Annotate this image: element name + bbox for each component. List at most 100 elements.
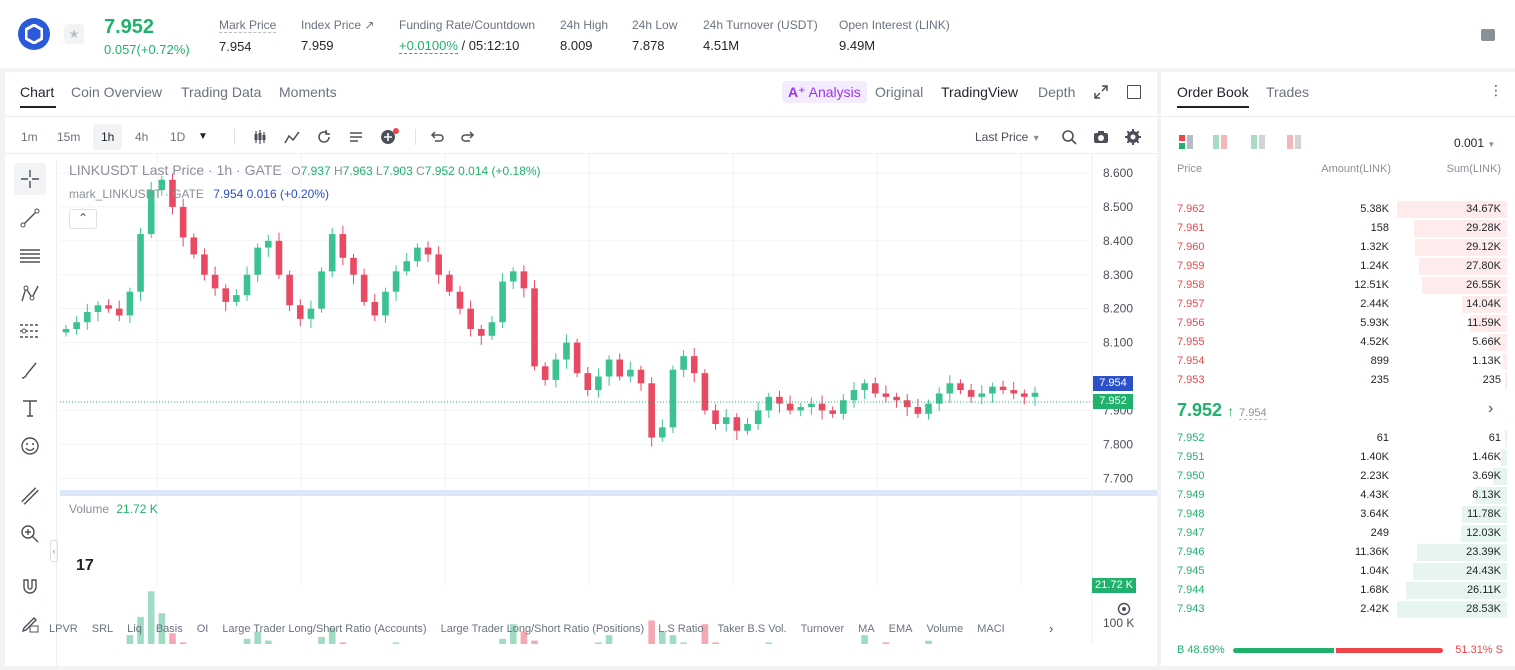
view-both-sides-icon[interactable]	[1179, 135, 1193, 149]
candle[interactable]	[126, 287, 134, 323]
candle[interactable]	[360, 268, 368, 306]
axis-settings-icon[interactable]	[1117, 602, 1131, 616]
candle[interactable]	[467, 300, 474, 337]
candle[interactable]	[903, 394, 911, 417]
candle[interactable]	[818, 395, 826, 420]
candle[interactable]	[861, 379, 868, 400]
candle[interactable]	[62, 324, 70, 337]
ask-row[interactable]: 7.959 1.24K 27.80K	[1161, 257, 1515, 276]
candle[interactable]	[456, 285, 464, 315]
bid-row[interactable]: 7.945 1.04K 24.43K	[1161, 562, 1515, 581]
candle[interactable]	[371, 293, 379, 322]
collapse-toolbar-chevron-left-icon[interactable]: ‹	[50, 540, 58, 562]
candle[interactable]	[595, 368, 602, 398]
candle[interactable]	[254, 243, 261, 283]
candle[interactable]	[307, 300, 315, 328]
candle[interactable]	[243, 266, 251, 301]
candle[interactable]	[925, 399, 932, 420]
candle[interactable]	[83, 303, 91, 330]
add-alert-icon[interactable]	[380, 128, 400, 146]
indicator-shortcut[interactable]: Turnover	[800, 623, 845, 635]
more-options-icon[interactable]: ⋮	[1489, 82, 1503, 98]
candle[interactable]	[531, 280, 538, 371]
precision-select[interactable]: 0.001 ▼	[1454, 136, 1495, 150]
ask-row[interactable]: 7.961 158 29.28K	[1161, 219, 1515, 238]
fibonacci-tool-icon[interactable]	[14, 316, 46, 348]
candle[interactable]	[446, 270, 453, 296]
candle[interactable]	[488, 316, 496, 340]
candle[interactable]	[520, 265, 528, 298]
candle[interactable]	[403, 253, 411, 276]
candle[interactable]	[201, 248, 208, 281]
bid-row[interactable]: 7.952 61 61	[1161, 429, 1515, 448]
expand-icon[interactable]	[1094, 85, 1108, 104]
replay-icon[interactable]	[316, 129, 332, 145]
horizontal-lines-tool-icon[interactable]	[14, 240, 46, 272]
indicator-shortcut[interactable]: LPVR	[49, 623, 78, 635]
candle[interactable]	[648, 377, 655, 447]
ask-row[interactable]: 7.953 235 235	[1161, 371, 1515, 390]
candle[interactable]	[605, 355, 613, 386]
candle[interactable]	[477, 324, 485, 345]
bid-row[interactable]: 7.951 1.40K 1.46K	[1161, 448, 1515, 467]
ask-row[interactable]: 7.957 2.44K 14.04K	[1161, 295, 1515, 314]
candle[interactable]	[776, 390, 783, 413]
candle[interactable]	[659, 419, 666, 442]
timeframe-15m[interactable]: 15m	[57, 130, 81, 144]
pattern-tool-icon[interactable]	[14, 278, 46, 310]
indicator-shortcut[interactable]: Basis	[155, 623, 183, 635]
view-bids-icon[interactable]	[1251, 135, 1265, 149]
candle[interactable]	[382, 287, 389, 323]
candle[interactable]	[137, 227, 144, 301]
magnet-icon[interactable]	[14, 570, 46, 602]
indicators-scroll-chevron-right-icon[interactable]: ›	[1049, 621, 1054, 636]
timeframe-dropdown-icon[interactable]: ▼	[198, 131, 208, 142]
funding-rate-value[interactable]: +0.0100%	[399, 38, 458, 54]
candle[interactable]	[722, 409, 730, 432]
candle[interactable]	[999, 380, 1007, 395]
layout-icon[interactable]	[1127, 85, 1141, 99]
ask-row[interactable]: 7.962 5.38K 34.67K	[1161, 200, 1515, 219]
mid-price[interactable]: 7.952 ↑ 7.954	[1177, 400, 1267, 421]
candle[interactable]	[797, 402, 805, 417]
candle[interactable]	[392, 265, 400, 301]
bid-row[interactable]: 7.947 249 12.03K	[1161, 524, 1515, 543]
ask-row[interactable]: 7.958 12.51K 26.55K	[1161, 276, 1515, 295]
candle[interactable]	[222, 284, 230, 312]
tab-trading-data[interactable]: Trading Data	[181, 84, 262, 100]
candle[interactable]	[957, 379, 964, 395]
search-icon[interactable]	[1061, 129, 1077, 145]
candle[interactable]	[94, 301, 102, 322]
view-mixed-icon[interactable]	[1213, 135, 1227, 149]
timeframe-1m[interactable]: 1m	[21, 130, 38, 144]
candle[interactable]	[946, 375, 954, 403]
candle[interactable]	[275, 232, 283, 279]
candle[interactable]	[265, 234, 272, 257]
candle[interactable]	[509, 267, 517, 289]
indicator-shortcut[interactable]: Volume	[926, 623, 964, 635]
ask-row[interactable]: 7.956 5.93K 11.59K	[1161, 314, 1515, 333]
timeframe-1d[interactable]: 1D	[170, 130, 186, 144]
book-guide-icon[interactable]	[1481, 29, 1495, 41]
candle[interactable]	[158, 175, 166, 196]
indicator-shortcut[interactable]: Taker B.S Vol.	[717, 623, 787, 635]
view-depth[interactable]: Depth	[1038, 84, 1076, 100]
bid-row[interactable]: 7.946 11.36K 23.39K	[1161, 543, 1515, 562]
bid-row[interactable]: 7.943 2.42K 28.53K	[1161, 600, 1515, 619]
stat-label[interactable]: Mark Price	[219, 18, 277, 33]
bid-row[interactable]: 7.944 1.68K 26.11K	[1161, 581, 1515, 600]
candle[interactable]	[786, 395, 794, 415]
tab-moments[interactable]: Moments	[279, 84, 337, 100]
candle[interactable]	[627, 361, 634, 383]
candle[interactable]	[733, 413, 741, 440]
candle[interactable]	[840, 394, 847, 420]
candlestick-chart[interactable]: 8.6008.5008.4008.3008.2008.1007.9007.800…	[60, 154, 1157, 644]
crosshair-tool-icon[interactable]	[14, 163, 46, 195]
indicator-shortcut[interactable]: Large Trader Long/Short Ratio (Positions…	[440, 623, 645, 635]
candle[interactable]	[765, 392, 773, 418]
favorite-star-icon[interactable]: ★	[64, 24, 84, 44]
template-icon[interactable]	[348, 129, 364, 145]
lock-drawing-icon[interactable]	[14, 608, 46, 640]
candle[interactable]	[1010, 381, 1018, 400]
candle[interactable]	[147, 181, 155, 239]
